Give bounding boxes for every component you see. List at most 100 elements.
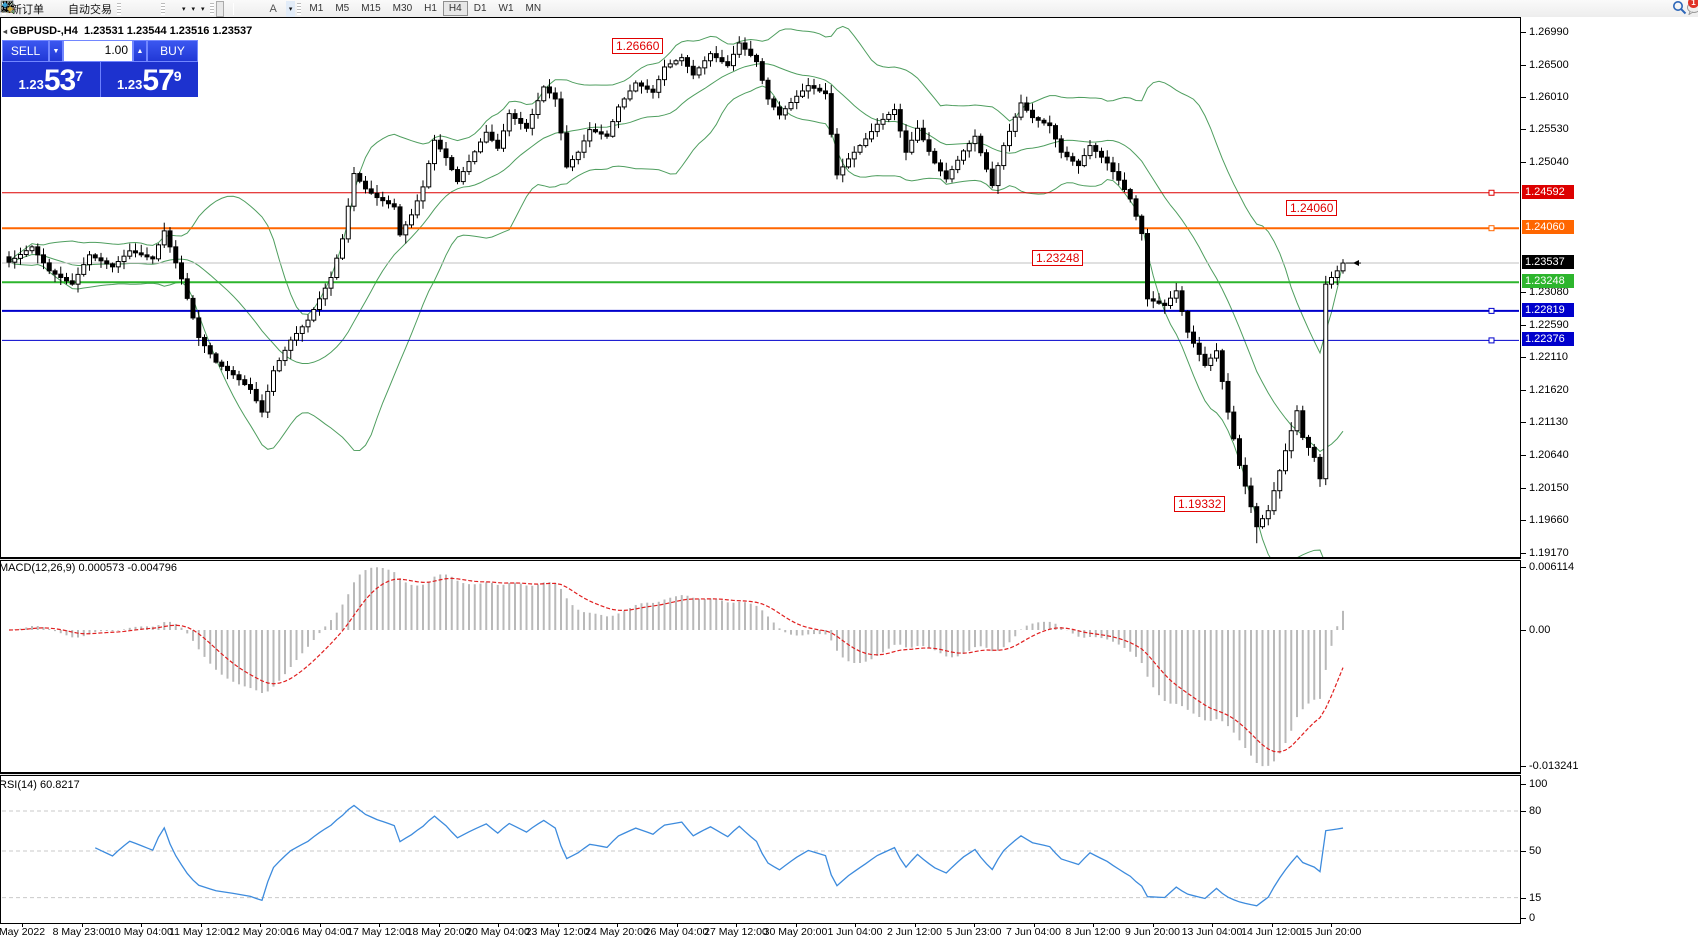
periods-button[interactable]: ▾ — [1, 1, 199, 17]
timeframe-toolbar: M1 M5 M15 M30 H1 H4 D1 W1 MN — [303, 1, 547, 16]
candle-bear — [1099, 150, 1104, 158]
candle-bear — [984, 152, 989, 170]
candle-bull — [529, 113, 535, 129]
candle-bear — [1196, 342, 1202, 355]
toolbar-grip[interactable] — [297, 2, 302, 15]
timeframe-d1[interactable]: D1 — [473, 3, 487, 14]
candle-bull — [736, 42, 742, 55]
candle-bull — [466, 161, 472, 173]
toolbar-grip[interactable] — [161, 2, 165, 15]
time-label: 30 May 20:00 — [763, 926, 828, 938]
candle-bull — [621, 98, 627, 108]
templates-button[interactable]: ▾ — [1, 1, 208, 17]
candle-bull — [892, 109, 897, 115]
axis-tick — [1521, 784, 1526, 786]
candle-bull — [679, 57, 685, 62]
price-annotation-1.26660[interactable]: 1.26660 — [612, 38, 664, 54]
sell-button[interactable]: SELL — [2, 40, 49, 62]
candle-bear — [1231, 411, 1237, 440]
price-tick-1.25040: 1.25040 — [1529, 155, 1569, 168]
tile-windows-button[interactable] — [1, 1, 159, 17]
candle-bull — [874, 123, 880, 133]
price-chart-pane[interactable] — [0, 17, 1521, 558]
timeframe-m5[interactable]: M5 — [335, 3, 350, 14]
candle-bear — [391, 203, 397, 208]
macd-chart-canvas[interactable] — [1, 561, 1520, 771]
sell-price-big: 53 — [43, 64, 76, 97]
time-tick — [1152, 923, 1154, 927]
timeframe-m15[interactable]: M15 — [361, 3, 381, 14]
candle-bear — [98, 257, 104, 262]
candle-bear — [1024, 102, 1030, 111]
pane-divider[interactable] — [0, 558, 1521, 561]
volume-input[interactable]: 1.00 — [63, 40, 133, 62]
candle-bear — [811, 85, 817, 89]
price-annotation-1.19332[interactable]: 1.19332 — [1174, 496, 1226, 512]
crosshair-tool-button[interactable] — [1, 1, 230, 17]
price-tag-1.23248: 1.23248 — [1522, 274, 1574, 289]
sell-price-display[interactable]: 1.23 53 7 — [2, 62, 100, 97]
volume-decrease-button[interactable]: ▼ — [49, 40, 63, 62]
search-button[interactable] — [1672, 1, 1687, 17]
candle-bear — [64, 277, 69, 282]
candle-bear — [828, 93, 834, 135]
axis-tick — [1521, 64, 1526, 66]
time-tick — [855, 923, 856, 927]
rsi-chart-canvas[interactable] — [1, 776, 1520, 922]
buy-price-display[interactable]: 1.23 57 9 — [101, 62, 199, 97]
price-tick-1.26010: 1.26010 — [1529, 91, 1569, 104]
arrows-tool[interactable]: ▾ — [2, 0, 296, 17]
candle-bull — [1277, 470, 1283, 492]
timeframe-mn[interactable]: MN — [525, 3, 542, 14]
rsi-pane[interactable] — [0, 776, 1521, 924]
candlestick-chart-canvas[interactable] — [1, 18, 1520, 557]
candle-bull — [432, 139, 437, 165]
candle-bear — [1311, 446, 1317, 458]
candle-bull — [1288, 430, 1294, 452]
candle-bull — [731, 53, 736, 67]
volume-increase-button[interactable]: ▲ — [133, 40, 147, 62]
candle-bull — [29, 246, 35, 252]
candle-bull — [587, 129, 593, 142]
indicators-button[interactable]: ▾ — [2, 1, 189, 17]
search-icon — [1673, 1, 1687, 15]
auto-trading-button[interactable]: 自动交易 — [0, 1, 115, 17]
toolbar-grip[interactable] — [117, 2, 121, 15]
candle-bear — [989, 168, 995, 187]
axis-tick — [1521, 917, 1526, 919]
price-tag-1.22376: 1.22376 — [1522, 332, 1574, 347]
timeframe-w1[interactable]: W1 — [498, 3, 514, 14]
price-annotation-1.24060[interactable]: 1.24060 — [1286, 200, 1338, 216]
timeframe-h1[interactable]: H1 — [424, 3, 437, 14]
auto-trading-label: 自动交易 — [68, 3, 112, 16]
time-tick — [200, 923, 202, 927]
candle-bear — [719, 57, 725, 63]
macd-pane[interactable] — [0, 561, 1521, 773]
timeframe-h4[interactable]: H4 — [442, 1, 468, 16]
candle-bull — [1260, 518, 1265, 528]
candle-bear — [1219, 350, 1225, 382]
arrows-shapes-icon — [2, 2, 13, 12]
timeframe-m1[interactable]: M1 — [309, 3, 324, 14]
candle-bull — [949, 169, 955, 180]
cursor-tool-button[interactable] — [3, 0, 224, 17]
notifications-button[interactable]: 1 — [1686, 0, 1698, 17]
price-annotation-1.23248[interactable]: 1.23248 — [1032, 250, 1084, 266]
candle-bear — [380, 197, 386, 202]
candle-bear — [52, 270, 58, 275]
price-tag-1.22819: 1.22819 — [1522, 302, 1574, 317]
candle-bear — [512, 113, 518, 119]
axis-tick — [1521, 630, 1526, 631]
timeframe-m30[interactable]: M30 — [392, 3, 413, 14]
buy-button[interactable]: BUY — [147, 40, 198, 62]
toolbar-grip[interactable] — [209, 2, 214, 15]
symbol-dropdown-icon[interactable]: ◂ — [3, 27, 8, 36]
price-divider — [99, 62, 101, 97]
candle-bull — [667, 63, 673, 68]
pane-divider[interactable] — [0, 773, 1521, 776]
text-label-tool[interactable]: T — [0, 0, 286, 17]
candle-bull — [909, 139, 915, 153]
candle-bear — [1242, 464, 1248, 487]
candle-bear — [202, 336, 207, 347]
text-tool[interactable]: A — [267, 1, 280, 17]
